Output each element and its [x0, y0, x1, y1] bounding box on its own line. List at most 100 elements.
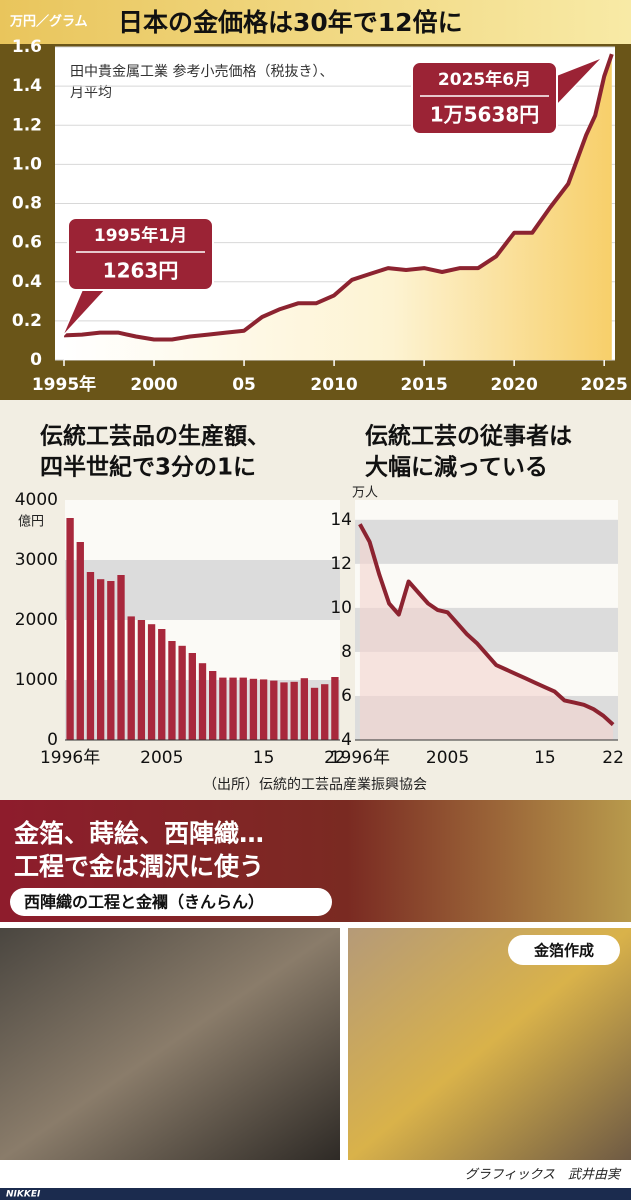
bar: [280, 682, 288, 740]
y-tick-label: 4000: [15, 490, 58, 510]
bar: [331, 677, 339, 740]
y-tick-label: 2000: [15, 610, 58, 630]
area: [64, 54, 612, 360]
photo-label: 金箔作成: [533, 942, 594, 960]
chart-title: 大幅に減っている: [365, 455, 548, 481]
y-tick-label: 12: [330, 554, 352, 574]
bar: [107, 581, 115, 740]
y-tick-label: 0.8: [12, 194, 42, 214]
y-tick-label: 3000: [15, 550, 58, 570]
credit: グラフィックス 武井由実: [465, 1168, 622, 1183]
subtitle-pill: [10, 888, 332, 916]
x-tick-label: 1996年: [40, 748, 100, 768]
headline: 工程で金は潤沢に使う: [14, 852, 264, 881]
photo-weaving: [0, 928, 340, 1160]
bar: [76, 542, 84, 740]
x-tick-label: 2000: [130, 375, 177, 395]
x-tick-label: 2020: [490, 375, 537, 395]
annotation-date: 2025年6月: [438, 69, 531, 90]
bar: [86, 572, 95, 740]
y-tick-label: 1.2: [12, 115, 42, 135]
bar: [168, 641, 176, 740]
y-tick-label: 1.6: [12, 37, 42, 57]
bar: [137, 620, 146, 740]
bar: [158, 629, 166, 740]
bar: [259, 679, 268, 740]
headline: 金箔、蒔絵、西陣織…: [13, 819, 264, 848]
y-axis-unit: 億円: [18, 514, 44, 530]
credit-bg: [0, 1160, 631, 1188]
bar: [127, 616, 135, 740]
bar: [66, 518, 74, 740]
y-tick-label: 0: [47, 730, 58, 750]
chart-title: 伝統工芸品の生産額、: [40, 423, 270, 450]
bar: [290, 681, 298, 740]
bar: [229, 677, 237, 740]
annotation-value: 1263円: [103, 259, 179, 283]
x-tick-label: 2005: [426, 748, 469, 768]
y-tick-label: 8: [341, 642, 352, 662]
x-tick-label: 15: [253, 748, 275, 768]
source: （出所）伝統的工芸品産業振興協会: [203, 777, 427, 793]
y-tick-label: 14: [330, 510, 352, 530]
annotation-box: [411, 61, 558, 135]
y-tick-label: 0.2: [12, 311, 42, 331]
grid-band: [355, 519, 618, 564]
bar: [188, 653, 196, 740]
x-tick-label: 2005: [140, 748, 183, 768]
annotation-date: 1995年1月: [94, 225, 187, 246]
bar: [239, 677, 247, 740]
area: [359, 524, 614, 740]
note: 月平均: [70, 85, 112, 101]
bar: [198, 663, 207, 740]
photo-gold-leaf: [348, 928, 631, 1160]
footer-strip: [0, 1188, 631, 1200]
bar: [219, 677, 227, 740]
y-tick-label: 1000: [15, 670, 58, 690]
y-tick-label: 0.4: [12, 272, 42, 292]
title-band: [0, 0, 631, 44]
bar: [209, 671, 217, 740]
y-tick-label: 10: [330, 598, 352, 618]
x-tick-label: 1995年: [32, 374, 96, 395]
x-tick-label: 1996年: [330, 748, 390, 768]
grid-band: [65, 560, 340, 620]
bar: [96, 579, 105, 740]
chart-title: 日本の金価格は30年で12倍に: [118, 8, 463, 37]
y-axis-unit: 万円／グラム: [9, 14, 88, 30]
x-tick-label: 05: [232, 375, 256, 395]
photo-label-pill: [508, 935, 620, 965]
x-tick-label: 15: [534, 748, 556, 768]
y-tick-label: 0: [30, 350, 42, 370]
y-tick-label: 1.4: [12, 76, 42, 96]
note: 田中貴金属工業 参考小売価格（税抜き）、: [70, 63, 333, 80]
y-axis-unit: 万人: [352, 486, 378, 501]
logo: NIKKEI: [6, 1190, 41, 1200]
x-tick-label: 2015: [400, 375, 447, 395]
bar: [147, 624, 156, 740]
x-tick-label: 2010: [310, 375, 357, 395]
chart-title: 伝統工芸の従事者は: [365, 423, 572, 450]
y-tick-label: 0.6: [12, 233, 42, 253]
annotation-box: [67, 217, 214, 291]
subtitle: 西陣織の工程と金襴（きんらん）: [24, 893, 264, 912]
x-tick-label: 22: [602, 748, 624, 768]
line: [358, 523, 615, 727]
bar: [178, 645, 186, 740]
bar: [321, 684, 329, 740]
line: [63, 53, 614, 342]
annotation-value: 1万5638円: [430, 103, 540, 127]
x-tick-label: 22: [324, 748, 346, 768]
bar: [249, 678, 258, 740]
bar: [310, 687, 319, 740]
x-tick-label: 2025: [581, 375, 628, 395]
bar: [270, 680, 278, 740]
bar: [300, 678, 309, 740]
bar: [117, 575, 125, 740]
y-tick-label: 4: [341, 730, 352, 750]
y-tick-label: 6: [341, 686, 352, 706]
y-tick-label: 1.0: [12, 154, 42, 174]
chart-title: 四半世紀で3分の1に: [40, 454, 256, 481]
